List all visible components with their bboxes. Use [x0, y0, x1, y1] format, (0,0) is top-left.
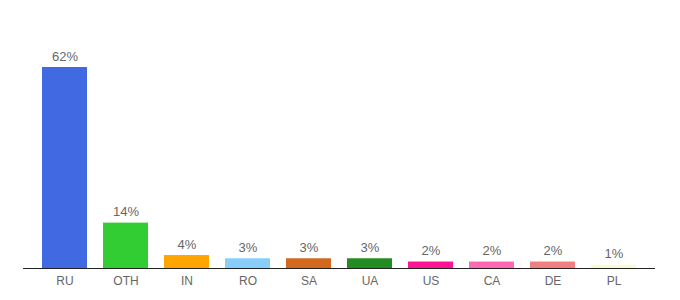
svg-text:UA: UA [362, 274, 379, 288]
svg-text:2%: 2% [544, 243, 563, 258]
svg-text:RU: RU [56, 274, 73, 288]
svg-text:SA: SA [301, 274, 317, 288]
svg-text:OTH: OTH [113, 274, 138, 288]
svg-text:PL: PL [607, 274, 622, 288]
svg-text:4%: 4% [178, 237, 197, 252]
svg-text:2%: 2% [422, 243, 441, 258]
svg-text:1%: 1% [605, 246, 624, 261]
svg-text:DE: DE [545, 274, 562, 288]
svg-text:14%: 14% [113, 204, 139, 219]
svg-text:62%: 62% [52, 49, 78, 64]
svg-text:2%: 2% [483, 243, 502, 258]
svg-text:RO: RO [239, 274, 257, 288]
svg-text:US: US [423, 274, 440, 288]
svg-text:3%: 3% [300, 240, 319, 255]
svg-text:3%: 3% [239, 240, 258, 255]
svg-text:CA: CA [484, 274, 501, 288]
svg-text:IN: IN [181, 274, 193, 288]
svg-text:3%: 3% [361, 240, 380, 255]
